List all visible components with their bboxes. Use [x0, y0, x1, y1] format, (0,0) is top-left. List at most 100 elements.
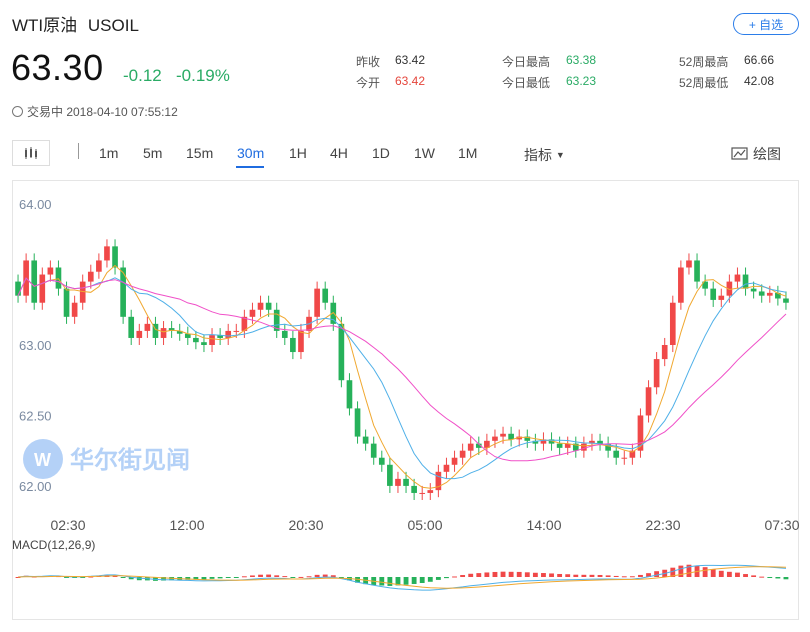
ma-slow-line: [17, 277, 787, 462]
chart-frame: [12, 180, 799, 620]
candle-body: [63, 288, 70, 317]
y-tick-label: 64.00: [19, 197, 52, 212]
macd-histogram-bar: [64, 577, 69, 578]
draw-button[interactable]: 绘图: [731, 144, 781, 164]
clock-icon: [12, 106, 23, 117]
macd-histogram-bar: [274, 575, 280, 577]
candle-body: [556, 443, 563, 448]
candle-body: [112, 246, 118, 268]
candlestick-type-button[interactable]: [12, 140, 50, 166]
candle-body: [451, 457, 458, 465]
candle-body: [484, 440, 490, 448]
stat-value-prev-close: 63.42: [395, 53, 426, 67]
candlestick-icon: [25, 147, 37, 159]
macd-histogram-bar: [193, 577, 199, 580]
macd-histogram-bar: [751, 575, 757, 577]
tab-5m[interactable]: 5m: [143, 145, 163, 161]
macd-histogram-bar: [759, 576, 765, 578]
x-tick-label: 20:30: [288, 517, 323, 533]
tab-1w[interactable]: 1W: [414, 145, 435, 161]
add-watchlist-button[interactable]: + 自选: [733, 13, 799, 35]
indicator-dropdown[interactable]: 指标 ▼: [524, 145, 565, 165]
candle-body: [281, 330, 288, 338]
candle-body: [79, 281, 86, 303]
candle-body: [354, 408, 361, 437]
candle-body: [645, 387, 652, 416]
tab-15m[interactable]: 15m: [186, 145, 214, 161]
candle-body: [758, 291, 765, 296]
macd-histogram-bar: [638, 574, 643, 577]
stat-label-52w-high: 52周最高: [679, 55, 729, 69]
candle-body: [564, 443, 571, 448]
candle-body: [152, 323, 159, 338]
candle-body: [201, 342, 207, 345]
macd-histogram-bar: [646, 573, 651, 577]
macd-histogram-bar: [225, 577, 231, 578]
candle-body: [249, 309, 256, 317]
candle-body: [15, 281, 21, 296]
macd-histogram-bar: [120, 577, 126, 578]
stat-value-open: 63.42: [395, 74, 426, 88]
tab-1h[interactable]: 1H: [289, 145, 307, 161]
macd-histogram-bar: [524, 572, 530, 577]
x-tick-label: 07:30: [764, 517, 799, 533]
macd-histogram-bar: [314, 574, 320, 577]
candle-body: [184, 333, 191, 338]
macd-histogram-bar: [500, 571, 506, 577]
candle-body: [71, 302, 78, 317]
candle-body: [702, 281, 708, 289]
macd-histogram-bar: [72, 577, 78, 578]
candle-body: [540, 439, 547, 444]
tab-30m[interactable]: 30m: [237, 145, 265, 161]
tab-4h[interactable]: 4H: [330, 145, 348, 161]
tab-1mo[interactable]: 1M: [458, 145, 478, 161]
macd-histogram-bar: [258, 574, 263, 577]
candle-body: [395, 478, 401, 486]
tab-1d[interactable]: 1D: [372, 145, 390, 161]
toolbar-divider: [78, 143, 79, 159]
candle-body: [378, 457, 385, 465]
candle-body: [548, 439, 555, 444]
candle-body: [621, 457, 628, 459]
candle-body: [217, 335, 223, 338]
x-tick-label: 14:00: [526, 517, 561, 533]
macd-histogram-bar: [217, 577, 223, 579]
candle-body: [581, 443, 587, 451]
candle-body: [87, 271, 94, 282]
instrument-symbol: USOIL: [87, 16, 139, 35]
candle-body: [322, 288, 329, 303]
candle-body: [605, 443, 611, 451]
macd-histogram-bar: [654, 571, 660, 577]
trading-status: 交易中 2018-04-10 07:55:12: [12, 103, 178, 120]
candle-body: [96, 260, 102, 272]
status-text: 交易中 2018-04-10 07:55:12: [27, 105, 178, 119]
candle-body: [589, 440, 595, 444]
watermark-text: 华尔街见闻: [70, 446, 190, 474]
y-tick-label: 63.00: [19, 338, 52, 353]
macd-histogram-bar: [136, 577, 142, 581]
macd-histogram-bar: [557, 573, 563, 577]
tab-1m[interactable]: 1m: [99, 145, 119, 161]
candle-body: [104, 246, 110, 261]
draw-icon: [731, 147, 748, 160]
candle-body: [346, 380, 353, 409]
candle-body: [55, 267, 62, 289]
candle-body: [168, 328, 175, 331]
candle-body: [233, 330, 240, 332]
candle-body: [459, 450, 466, 458]
macd-histogram-bar: [629, 576, 635, 578]
draw-label: 绘图: [753, 146, 781, 162]
candle-body: [467, 443, 474, 451]
macd-histogram-bar: [678, 565, 684, 577]
candle-body: [678, 267, 684, 303]
candle-body: [637, 415, 644, 451]
stat-label-52w-low: 52周最低: [679, 76, 729, 90]
x-tick-label: 12:00: [169, 517, 204, 533]
candle-body: [516, 436, 523, 440]
macd-histogram-bar: [419, 577, 425, 583]
macd-histogram-bar: [201, 577, 207, 580]
active-tab-indicator: [236, 166, 264, 168]
candle-body: [726, 281, 733, 296]
ma-mid-line: [17, 277, 787, 480]
